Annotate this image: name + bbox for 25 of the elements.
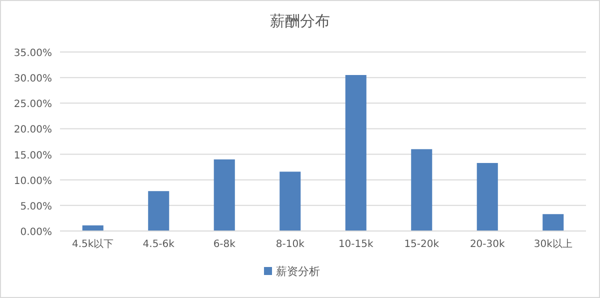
- y-tick-label: 5.00%: [20, 201, 52, 212]
- y-tick-label: 30.00%: [14, 74, 52, 85]
- x-tick-label: 4.5-6k: [142, 239, 175, 250]
- x-tick-label: 4.5k以下: [72, 238, 114, 250]
- bar: [542, 214, 564, 231]
- bar: [476, 162, 498, 231]
- x-tick-label: 20-30k: [470, 239, 506, 250]
- chart-title: 薪酬分布: [270, 12, 330, 30]
- bar: [148, 191, 170, 231]
- y-tick-label: 15.00%: [14, 150, 52, 162]
- y-tick-label: 25.00%: [14, 99, 52, 110]
- bar: [345, 75, 366, 231]
- bar: [280, 172, 301, 231]
- legend-label: 薪资分析: [276, 265, 320, 278]
- x-tick-label: 10-15k: [338, 239, 374, 250]
- y-tick-label: 35.00%: [14, 48, 52, 59]
- bar: [411, 149, 432, 231]
- y-tick-label: 0.00%: [20, 227, 52, 238]
- x-tick-label: 6-8k: [213, 239, 236, 250]
- y-tick-label: 20.00%: [14, 124, 52, 136]
- x-tick-label: 30k以上: [534, 238, 572, 250]
- x-tick-label: 15-20k: [404, 239, 440, 250]
- y-tick-label: 10.00%: [14, 176, 52, 187]
- x-tick-label: 8-10k: [276, 239, 305, 250]
- bar: [214, 159, 235, 231]
